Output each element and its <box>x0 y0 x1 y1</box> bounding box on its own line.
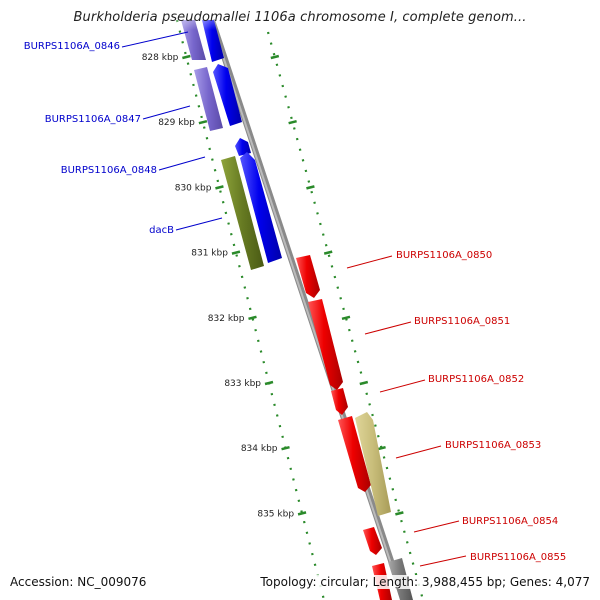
gene-burps1106a-0846-arrow <box>202 20 224 62</box>
title-backdrop <box>0 0 600 30</box>
gene-dacb-olive-arrow <box>221 156 264 270</box>
ruler-tick-828 <box>182 54 191 60</box>
gene-dacb-shapes[interactable] <box>221 152 282 270</box>
ruler-tick-label-834: 834 kbp <box>241 444 278 454</box>
gene-dacb-arrow <box>240 152 282 263</box>
ruler-tick-label-833: 833 kbp <box>224 379 261 389</box>
ruler-tick-label-828: 828 kbp <box>142 53 179 63</box>
gene-burps1106a-0848-shapes[interactable] <box>235 138 251 156</box>
ruler-tick-right-829 <box>288 119 297 125</box>
gene-label-burps1106a-0852[interactable]: BURPS1106A_0852 <box>428 374 524 385</box>
ruler-tick-829 <box>198 119 208 125</box>
ruler-tick-label-831: 831 kbp <box>191 249 228 259</box>
ruler-tick-834 <box>281 445 290 451</box>
gene-label-burps1106a-0854[interactable]: BURPS1106A_0854 <box>462 516 558 527</box>
gene-burps1106a-0847-shadow <box>194 67 223 131</box>
ruler-tick-right-832 <box>341 315 351 321</box>
ruler-tick-831 <box>231 250 241 255</box>
ruler-tick-right-833 <box>359 380 369 386</box>
page-title: Burkholderia pseudomallei 1106a chromoso… <box>73 10 527 25</box>
accession-info: Accession: NC_009076 <box>8 575 149 589</box>
gene-burps1106a-0847-shapes[interactable] <box>194 64 242 131</box>
topology-info: Topology: circular; Length: 3,988,455 bp… <box>258 575 592 589</box>
gene-burps1106a-0851-arrow[interactable] <box>308 299 343 390</box>
gene-burps1106a-0854-arrow[interactable] <box>363 527 382 555</box>
ruler-tick-right-831 <box>323 250 333 255</box>
gene-burps1106a-0848-arrow <box>235 138 251 156</box>
ruler-tick-830 <box>215 185 224 190</box>
ruler-tick-right-828 <box>270 54 280 60</box>
ruler-tick-label-829: 829 kbp <box>158 118 195 128</box>
ruler-tick-835 <box>297 511 307 516</box>
gene-label-burps1106a-0853[interactable]: BURPS1106A_0853 <box>445 440 541 451</box>
gene-label-burps1106a-0848[interactable]: BURPS1106A_0848 <box>61 165 157 176</box>
accession-value: NC_009076 <box>77 575 147 589</box>
gene-label-burps1106a-0855[interactable]: BURPS1106A_0855 <box>470 552 566 563</box>
gene-burps1106a-0852-arrow[interactable] <box>331 388 348 415</box>
gene-label-burps1106a-0850[interactable]: BURPS1106A_0850 <box>396 250 492 261</box>
accession-label: Accession: <box>10 575 74 589</box>
gene-label-burps1106a-0846[interactable]: BURPS1106A_0846 <box>24 41 120 52</box>
ruler-tick-label-832: 832 kbp <box>208 314 245 324</box>
ruler-tick-right-835 <box>395 511 404 516</box>
gene-burps1106a-0853-arrow[interactable] <box>338 416 371 492</box>
gene-burps1106a-0847-arrow <box>213 64 242 126</box>
gene-label-burps1106a-0847[interactable]: BURPS1106A_0847 <box>45 114 141 125</box>
ruler-tick-right-830 <box>306 185 315 190</box>
ruler-track-left <box>175 19 326 600</box>
gene-label-burps1106a-0851[interactable]: BURPS1106A_0851 <box>414 316 510 327</box>
leader-lines <box>121 31 467 567</box>
ruler-tick-label-830: 830 kbp <box>175 183 212 193</box>
gene-label-dacb[interactable]: dacB <box>149 225 174 236</box>
ruler-tick-label-835: 835 kbp <box>257 509 294 519</box>
gene-burps1106a-0850-arrow[interactable] <box>296 255 320 298</box>
ruler-tick-832 <box>248 315 257 321</box>
backbone-highlight <box>210 19 404 600</box>
ruler-tick-right-834 <box>377 445 386 451</box>
gene-burps1106a-0853-khaki-arrow[interactable] <box>355 412 391 516</box>
ruler-tick-833 <box>264 380 274 386</box>
